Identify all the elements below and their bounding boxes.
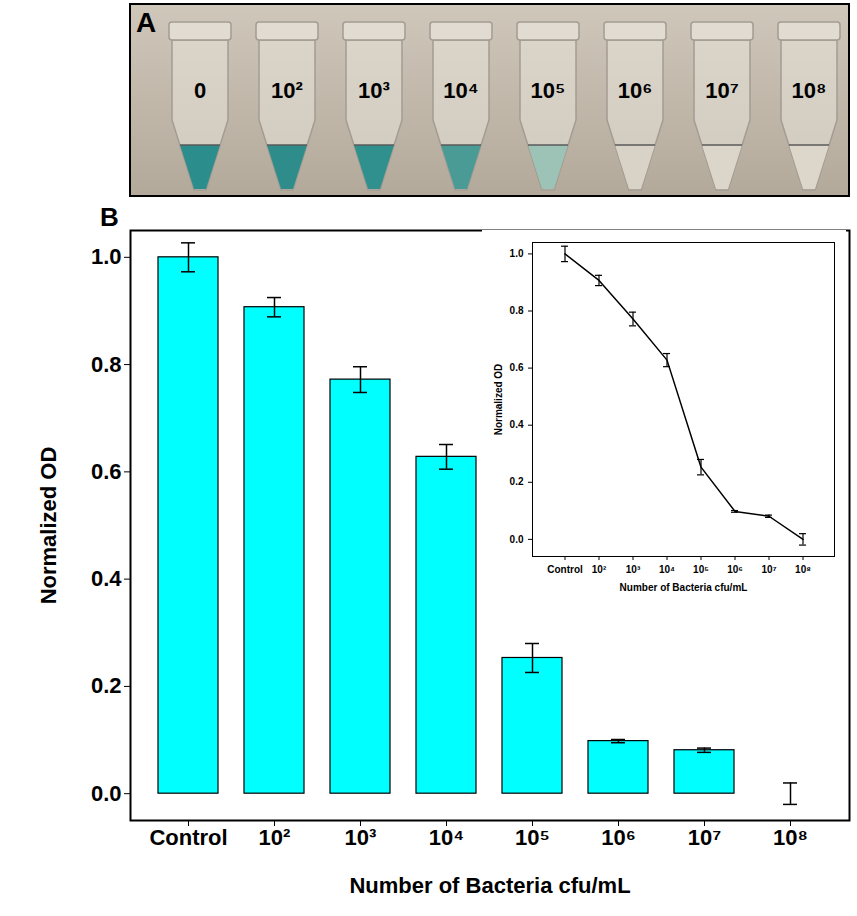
svg-text:A: A bbox=[136, 7, 156, 38]
svg-text:10⁵: 10⁵ bbox=[693, 564, 709, 575]
svg-text:Number of Bacteria cfu/mL: Number of Bacteria cfu/mL bbox=[620, 582, 748, 593]
svg-text:10⁶: 10⁶ bbox=[601, 825, 636, 850]
svg-text:1.0: 1.0 bbox=[91, 244, 122, 269]
svg-text:10²: 10² bbox=[259, 825, 291, 850]
svg-text:10⁸: 10⁸ bbox=[773, 825, 808, 850]
svg-text:0.8: 0.8 bbox=[510, 305, 524, 316]
svg-text:10³: 10³ bbox=[345, 825, 377, 850]
svg-text:0.6: 0.6 bbox=[91, 459, 122, 484]
svg-text:0.4: 0.4 bbox=[91, 566, 122, 591]
svg-text:Control: Control bbox=[547, 564, 583, 575]
svg-text:10⁸: 10⁸ bbox=[792, 78, 827, 103]
svg-text:0.6: 0.6 bbox=[510, 362, 524, 373]
svg-text:10⁸: 10⁸ bbox=[795, 564, 811, 575]
svg-text:0.8: 0.8 bbox=[91, 352, 122, 377]
svg-text:10⁶: 10⁶ bbox=[618, 78, 653, 103]
svg-text:10⁴: 10⁴ bbox=[659, 564, 675, 575]
svg-text:10⁴: 10⁴ bbox=[443, 78, 478, 103]
svg-text:0: 0 bbox=[194, 78, 206, 103]
svg-text:10³: 10³ bbox=[626, 564, 641, 575]
svg-text:10³: 10³ bbox=[358, 78, 390, 103]
svg-text:Normalized OD: Normalized OD bbox=[493, 364, 504, 436]
svg-text:10⁷: 10⁷ bbox=[761, 564, 776, 575]
html-text:B: B bbox=[100, 202, 119, 232]
svg-text:10⁶: 10⁶ bbox=[727, 564, 743, 575]
svg-text:Control: Control bbox=[149, 825, 227, 850]
svg-text:1.0: 1.0 bbox=[510, 248, 524, 259]
svg-text:10⁵: 10⁵ bbox=[531, 78, 566, 103]
svg-text:Normalized OD: Normalized OD bbox=[36, 447, 61, 605]
svg-text:10⁴: 10⁴ bbox=[429, 825, 464, 850]
svg-text:10⁷: 10⁷ bbox=[705, 78, 739, 103]
svg-text:0.0: 0.0 bbox=[91, 781, 122, 806]
svg-text:10²: 10² bbox=[592, 564, 607, 575]
svg-text:Number of Bacteria cfu/mL: Number of Bacteria cfu/mL bbox=[349, 873, 630, 898]
svg-text:10⁷: 10⁷ bbox=[688, 825, 722, 850]
svg-text:0.2: 0.2 bbox=[510, 476, 524, 487]
svg-text:0.4: 0.4 bbox=[510, 419, 524, 430]
svg-text:0.0: 0.0 bbox=[510, 534, 524, 545]
svg-text:0.2: 0.2 bbox=[91, 673, 122, 698]
svg-text:10²: 10² bbox=[271, 78, 303, 103]
svg-text:10⁵: 10⁵ bbox=[515, 825, 550, 850]
